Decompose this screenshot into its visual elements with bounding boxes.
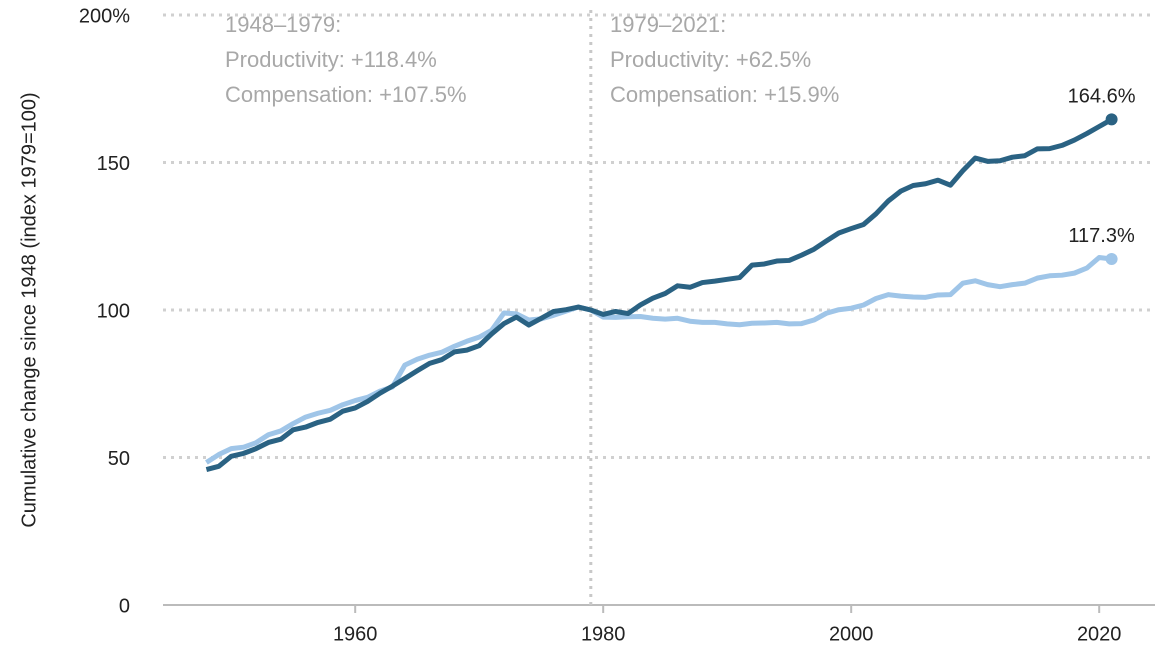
x-tick-label: 2020	[1077, 623, 1122, 645]
annotation: Compensation: +15.9%	[610, 82, 839, 107]
value-label: 117.3%	[1068, 225, 1135, 247]
y-tick-label: 150	[97, 153, 130, 175]
annotation: Compensation: +107.5%	[225, 82, 467, 107]
y-axis-label: Cumulative change since 1948 (index 1979…	[18, 92, 40, 527]
series-line	[205, 117, 1113, 473]
value-label: 164.6%	[1068, 86, 1136, 108]
series-line	[205, 254, 1112, 465]
x-tick-label: 1960	[333, 623, 378, 645]
annotation: 1948–1979:	[225, 12, 341, 37]
y-tick-label: 50	[108, 448, 130, 470]
y-tick-label: 200%	[79, 5, 130, 27]
end-point	[1105, 113, 1118, 126]
x-tick-label: 2000	[829, 623, 874, 645]
y-tick-label: 0	[119, 595, 130, 617]
annotation: Productivity: +62.5%	[610, 47, 811, 72]
y-tick-label: 100	[97, 300, 130, 322]
annotation: 1979–2021:	[610, 12, 726, 37]
end-point	[1105, 252, 1118, 265]
annotation: Productivity: +118.4%	[225, 47, 437, 72]
x-tick-label: 1980	[581, 623, 626, 645]
